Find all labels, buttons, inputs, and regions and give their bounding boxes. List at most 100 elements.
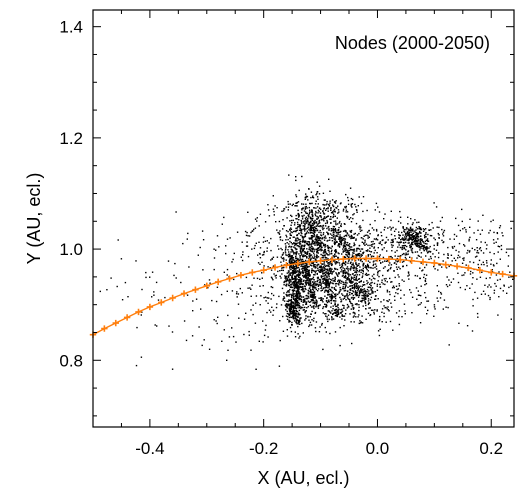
node-point — [267, 302, 269, 304]
node-point — [362, 271, 364, 273]
node-point — [294, 278, 297, 280]
node-point — [311, 227, 313, 229]
node-point — [373, 247, 375, 249]
orbit-marker — [146, 303, 154, 311]
node-point — [327, 287, 329, 289]
node-point — [327, 281, 329, 283]
node-point — [362, 297, 364, 300]
node-point — [278, 365, 281, 367]
node-point — [374, 278, 376, 280]
node-point — [373, 273, 375, 276]
node-point — [316, 255, 318, 257]
node-point — [338, 308, 340, 310]
node-point — [358, 270, 360, 273]
orbit-marker — [249, 269, 256, 276]
node-point — [286, 291, 288, 294]
node-point — [348, 278, 350, 280]
node-point — [390, 229, 392, 231]
node-point — [304, 251, 307, 254]
node-point — [293, 281, 295, 283]
node-point — [420, 228, 423, 231]
node-point — [345, 251, 347, 254]
node-point — [437, 300, 439, 302]
node-point — [298, 295, 300, 298]
node-point — [298, 259, 300, 261]
node-point — [302, 332, 304, 334]
node-point — [334, 220, 337, 222]
node-point — [292, 294, 294, 297]
node-point — [332, 308, 334, 310]
node-point — [285, 276, 287, 278]
node-point — [267, 209, 270, 211]
node-point — [342, 246, 345, 249]
node-point — [510, 227, 512, 230]
node-point — [324, 248, 326, 251]
node-point — [381, 321, 383, 323]
node-point — [303, 220, 305, 223]
node-point — [494, 282, 496, 285]
node-point — [358, 322, 360, 325]
node-point — [291, 301, 293, 303]
node-point — [367, 294, 369, 296]
node-point — [423, 234, 426, 237]
node-point — [300, 306, 303, 308]
node-point — [311, 225, 313, 227]
node-point — [476, 251, 478, 254]
node-point — [366, 263, 369, 266]
node-point — [414, 219, 416, 221]
node-point — [469, 261, 471, 263]
node-point — [319, 279, 322, 281]
node-point — [451, 246, 454, 248]
node-point — [310, 218, 312, 220]
node-point — [110, 277, 112, 279]
node-point — [294, 306, 296, 308]
node-point — [338, 273, 340, 275]
node-point — [333, 260, 336, 262]
node-point — [282, 252, 285, 254]
node-point — [324, 275, 326, 277]
node-point — [395, 228, 397, 230]
node-point — [336, 274, 339, 276]
node-point — [283, 281, 286, 283]
node-point — [358, 291, 361, 293]
node-point — [420, 232, 422, 234]
node-point — [342, 274, 344, 276]
node-point — [276, 256, 279, 258]
node-point — [320, 234, 322, 236]
node-point — [304, 225, 306, 227]
node-point — [340, 271, 342, 273]
node-point — [315, 222, 318, 224]
node-point — [306, 256, 308, 259]
node-point — [510, 285, 512, 287]
node-point — [293, 316, 295, 318]
node-point — [442, 233, 444, 235]
node-point — [302, 272, 304, 275]
node-point — [348, 259, 350, 261]
node-scatter — [99, 174, 514, 370]
node-point — [351, 206, 353, 208]
node-point — [420, 239, 422, 242]
node-point — [303, 263, 305, 265]
node-point — [360, 271, 362, 274]
node-point — [298, 224, 301, 226]
node-point — [348, 234, 350, 236]
node-point — [364, 273, 367, 276]
node-point — [333, 242, 336, 244]
node-point — [291, 275, 293, 277]
node-point — [411, 228, 413, 230]
node-point — [336, 262, 338, 264]
node-point — [322, 210, 324, 212]
node-point — [294, 283, 297, 286]
node-point — [298, 268, 301, 270]
node-point — [414, 242, 416, 245]
node-point — [401, 316, 403, 318]
node-point — [337, 313, 340, 315]
node-point — [307, 280, 310, 282]
node-point — [297, 216, 300, 218]
node-point — [376, 252, 378, 254]
node-point — [414, 251, 417, 253]
node-point — [364, 241, 366, 243]
node-point — [356, 247, 358, 250]
node-point — [289, 263, 292, 265]
node-point — [371, 292, 373, 294]
